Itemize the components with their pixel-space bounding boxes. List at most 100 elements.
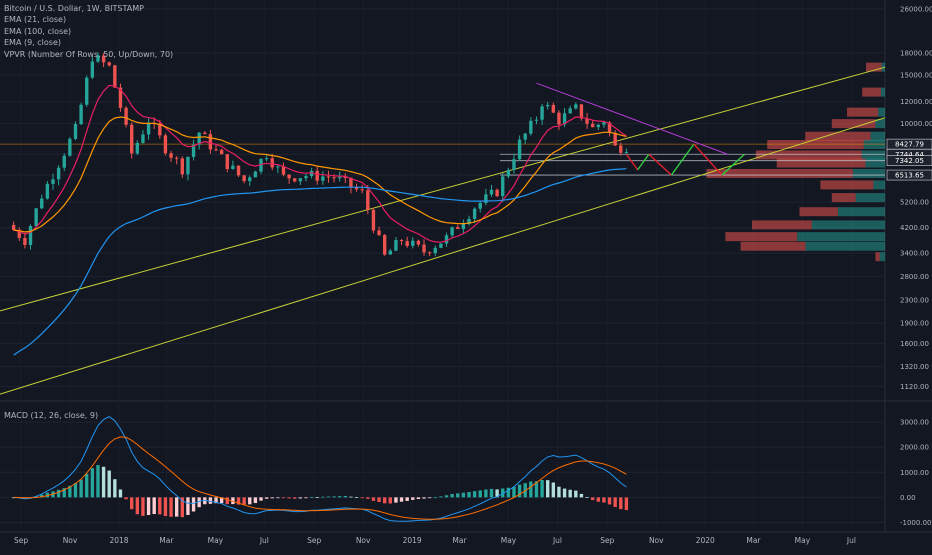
candle-body bbox=[501, 176, 505, 197]
macd-histogram-bar bbox=[562, 488, 567, 498]
time-tick-label: Nov bbox=[356, 536, 371, 545]
macd-histogram-bar bbox=[298, 497, 303, 499]
candle-body bbox=[377, 230, 381, 236]
candle-body bbox=[540, 106, 544, 120]
macd-histogram-bar bbox=[422, 497, 426, 499]
macd-histogram-bar bbox=[472, 491, 477, 498]
time-tick-label: 2020 bbox=[696, 536, 715, 545]
candle-body bbox=[388, 250, 392, 255]
candle-body bbox=[90, 61, 95, 78]
time-tick-label: Jul bbox=[552, 536, 562, 545]
candle-body bbox=[506, 169, 511, 177]
candle-body bbox=[512, 159, 516, 170]
vpvr-down-bar bbox=[725, 232, 798, 242]
candle-body bbox=[360, 189, 364, 191]
macd-histogram-bar bbox=[276, 497, 280, 499]
candle-body bbox=[141, 134, 145, 143]
candle-body bbox=[478, 202, 482, 209]
macd-histogram-bar bbox=[11, 497, 16, 499]
candle-body bbox=[534, 119, 539, 121]
candle-body bbox=[613, 132, 617, 146]
time-tick-label: 2019 bbox=[403, 536, 422, 545]
macd-histogram-bar bbox=[411, 497, 415, 500]
macd-histogram-bar bbox=[208, 497, 213, 504]
macd-histogram-bar bbox=[79, 479, 83, 498]
macd-signal-line bbox=[13, 436, 627, 520]
candle-body bbox=[208, 134, 213, 150]
candle-body bbox=[270, 158, 274, 168]
candle-body bbox=[568, 108, 572, 114]
candle-body bbox=[253, 171, 258, 178]
macd-histogram-bar bbox=[293, 497, 297, 499]
legend-ema21: EMA (21, close) bbox=[4, 15, 67, 25]
macd-histogram-bar bbox=[253, 497, 258, 504]
ema9-line bbox=[13, 84, 627, 243]
vpvr-down-bar bbox=[820, 180, 874, 190]
price-tick-label: 1120.00 bbox=[900, 383, 929, 391]
macd-histogram-bar bbox=[264, 497, 269, 499]
price-tick-label: 3400.00 bbox=[900, 250, 929, 258]
macd-histogram-bar bbox=[45, 492, 50, 498]
candle-body bbox=[371, 209, 376, 231]
macd-histogram-bar bbox=[326, 496, 331, 498]
candle-body bbox=[293, 178, 297, 182]
legend-ema9: EMA (9, close) bbox=[4, 38, 61, 48]
vpvr-up-bar bbox=[855, 193, 885, 203]
candle-body bbox=[281, 166, 286, 175]
candle-body bbox=[411, 240, 415, 246]
candle-body bbox=[562, 113, 567, 125]
macd-histogram-bar bbox=[203, 497, 207, 505]
macd-histogram-bar bbox=[62, 488, 66, 498]
candle-body bbox=[264, 158, 269, 160]
candle-body bbox=[529, 120, 533, 134]
vpvr-up-bar bbox=[878, 107, 885, 117]
forecast-up-arrow bbox=[670, 143, 695, 176]
macd-histogram-bar bbox=[416, 497, 421, 500]
price-level-badge bbox=[886, 169, 932, 181]
macd-histogram-bar bbox=[557, 486, 561, 498]
candle-body bbox=[422, 244, 426, 253]
candle-body bbox=[304, 176, 308, 179]
vpvr-up-bar bbox=[875, 119, 885, 129]
vpvr-up-bar bbox=[880, 87, 885, 97]
time-tick-label: Mar bbox=[159, 536, 174, 545]
macd-histogram-bar bbox=[450, 494, 454, 498]
price-tick-label: 26000.00 bbox=[900, 5, 932, 13]
candle-body bbox=[186, 156, 190, 175]
macd-histogram-bar bbox=[197, 497, 201, 508]
macd-histogram-bar bbox=[315, 497, 319, 498]
time-tick-label: May bbox=[501, 536, 517, 545]
macd-histogram-bar bbox=[242, 497, 246, 505]
macd-histogram-bar bbox=[596, 497, 600, 502]
time-tick-label: 2018 bbox=[109, 536, 128, 545]
candle-body bbox=[79, 104, 83, 125]
candle-body bbox=[427, 252, 432, 254]
legend-symbol: Bitcoin / U.S. Dollar, 1W, BITSTAMP bbox=[4, 4, 144, 13]
macd-histogram-bar bbox=[287, 497, 291, 499]
ema100-line bbox=[13, 168, 627, 356]
candle-body bbox=[399, 239, 404, 242]
price-level-badge bbox=[886, 155, 932, 166]
macd-histogram-bar bbox=[607, 497, 612, 505]
macd-histogram-bar bbox=[568, 489, 572, 498]
candle-body bbox=[236, 165, 241, 176]
candle-body bbox=[517, 139, 522, 160]
macd-histogram-bar bbox=[90, 468, 95, 498]
price-grid bbox=[0, 8, 885, 387]
channel-trendline bbox=[0, 66, 886, 312]
macd-histogram-bar bbox=[309, 496, 314, 498]
vpvr-down-bar bbox=[740, 241, 806, 251]
time-tick-label: Nov bbox=[649, 536, 664, 545]
forecast-down-arrow bbox=[648, 153, 672, 176]
time-tick-label: Nov bbox=[63, 536, 78, 545]
candle-body bbox=[394, 239, 398, 251]
macd-histogram-bar bbox=[439, 496, 443, 498]
candle-body bbox=[68, 138, 72, 156]
macd-histogram-bar bbox=[124, 497, 128, 500]
candle-body bbox=[225, 154, 229, 169]
candle-body bbox=[619, 145, 623, 153]
candle-body bbox=[624, 152, 629, 154]
macd-histogram-bar bbox=[73, 483, 78, 498]
price-level-label: 7342.05 bbox=[895, 157, 924, 165]
